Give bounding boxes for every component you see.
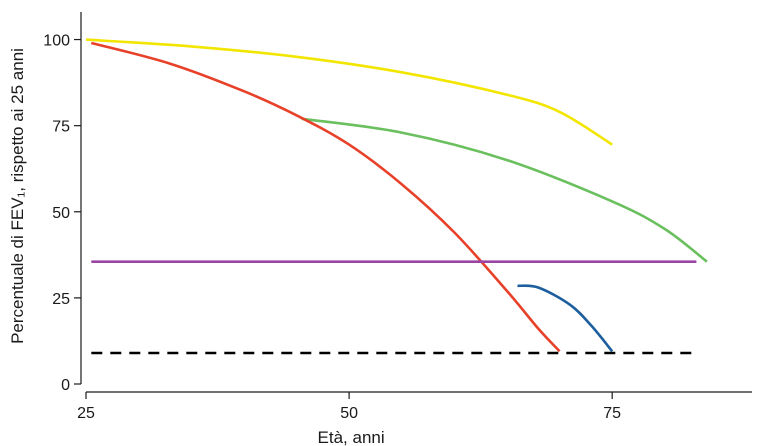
axes: [80, 12, 752, 393]
y-axis-ticks: 0 25 50 75 100: [43, 33, 81, 394]
y-axis-title: Percentuale di FEV₁, rispetto ai 25 anni: [8, 48, 27, 344]
y-tick-label: 50: [52, 205, 70, 222]
series-line-3: [90, 41, 561, 353]
y-tick-label: 25: [52, 291, 70, 308]
y-tick-label: 0: [61, 377, 70, 394]
x-tick-label: 75: [603, 405, 621, 422]
y-tick-label: 75: [52, 119, 70, 136]
series-line-1: [85, 38, 613, 146]
series-line-5: [517, 284, 614, 353]
x-tick-label: 25: [77, 405, 95, 422]
series-lines: [85, 38, 708, 355]
x-tick-label: 50: [340, 405, 358, 422]
y-tick-label: 100: [43, 33, 70, 50]
x-axis-title: Età, anni: [318, 428, 385, 446]
x-axis-ticks: 25 50 75: [77, 392, 621, 422]
series-line-2: [301, 117, 708, 263]
